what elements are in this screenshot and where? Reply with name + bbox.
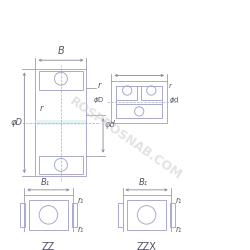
Text: ZZX: ZZX (137, 242, 156, 250)
Bar (118, 203, 124, 227)
Text: $\phi$D: $\phi$D (94, 95, 105, 105)
Bar (170, 203, 175, 227)
Bar (127, 200, 166, 230)
Bar (39, 71, 83, 90)
Text: B₁: B₁ (139, 178, 148, 187)
Bar (112, 81, 167, 123)
Bar (141, 86, 162, 100)
Bar (116, 104, 162, 118)
Text: r: r (98, 81, 101, 90)
Text: r₁: r₁ (176, 225, 182, 234)
Bar (116, 86, 137, 100)
Text: ROSPROSNAB.COM: ROSPROSNAB.COM (67, 95, 184, 183)
Text: ZZ: ZZ (42, 242, 55, 250)
Text: r₁: r₁ (176, 196, 182, 204)
Text: r₁: r₁ (78, 196, 84, 204)
Bar (116, 86, 162, 118)
Bar (72, 203, 77, 227)
Bar (20, 203, 25, 227)
Bar (36, 120, 86, 126)
Bar (24, 196, 72, 234)
Text: r₁: r₁ (78, 225, 84, 234)
Bar (39, 156, 83, 174)
Text: r: r (169, 83, 172, 89)
Text: $\phi$d: $\phi$d (169, 95, 179, 105)
Bar (122, 196, 171, 234)
Text: B₁: B₁ (41, 178, 50, 187)
Text: r: r (40, 104, 43, 113)
Text: φd: φd (105, 120, 116, 129)
Bar (29, 200, 68, 230)
Text: φD: φD (10, 118, 22, 127)
Text: B: B (58, 46, 64, 56)
Bar (36, 70, 86, 176)
